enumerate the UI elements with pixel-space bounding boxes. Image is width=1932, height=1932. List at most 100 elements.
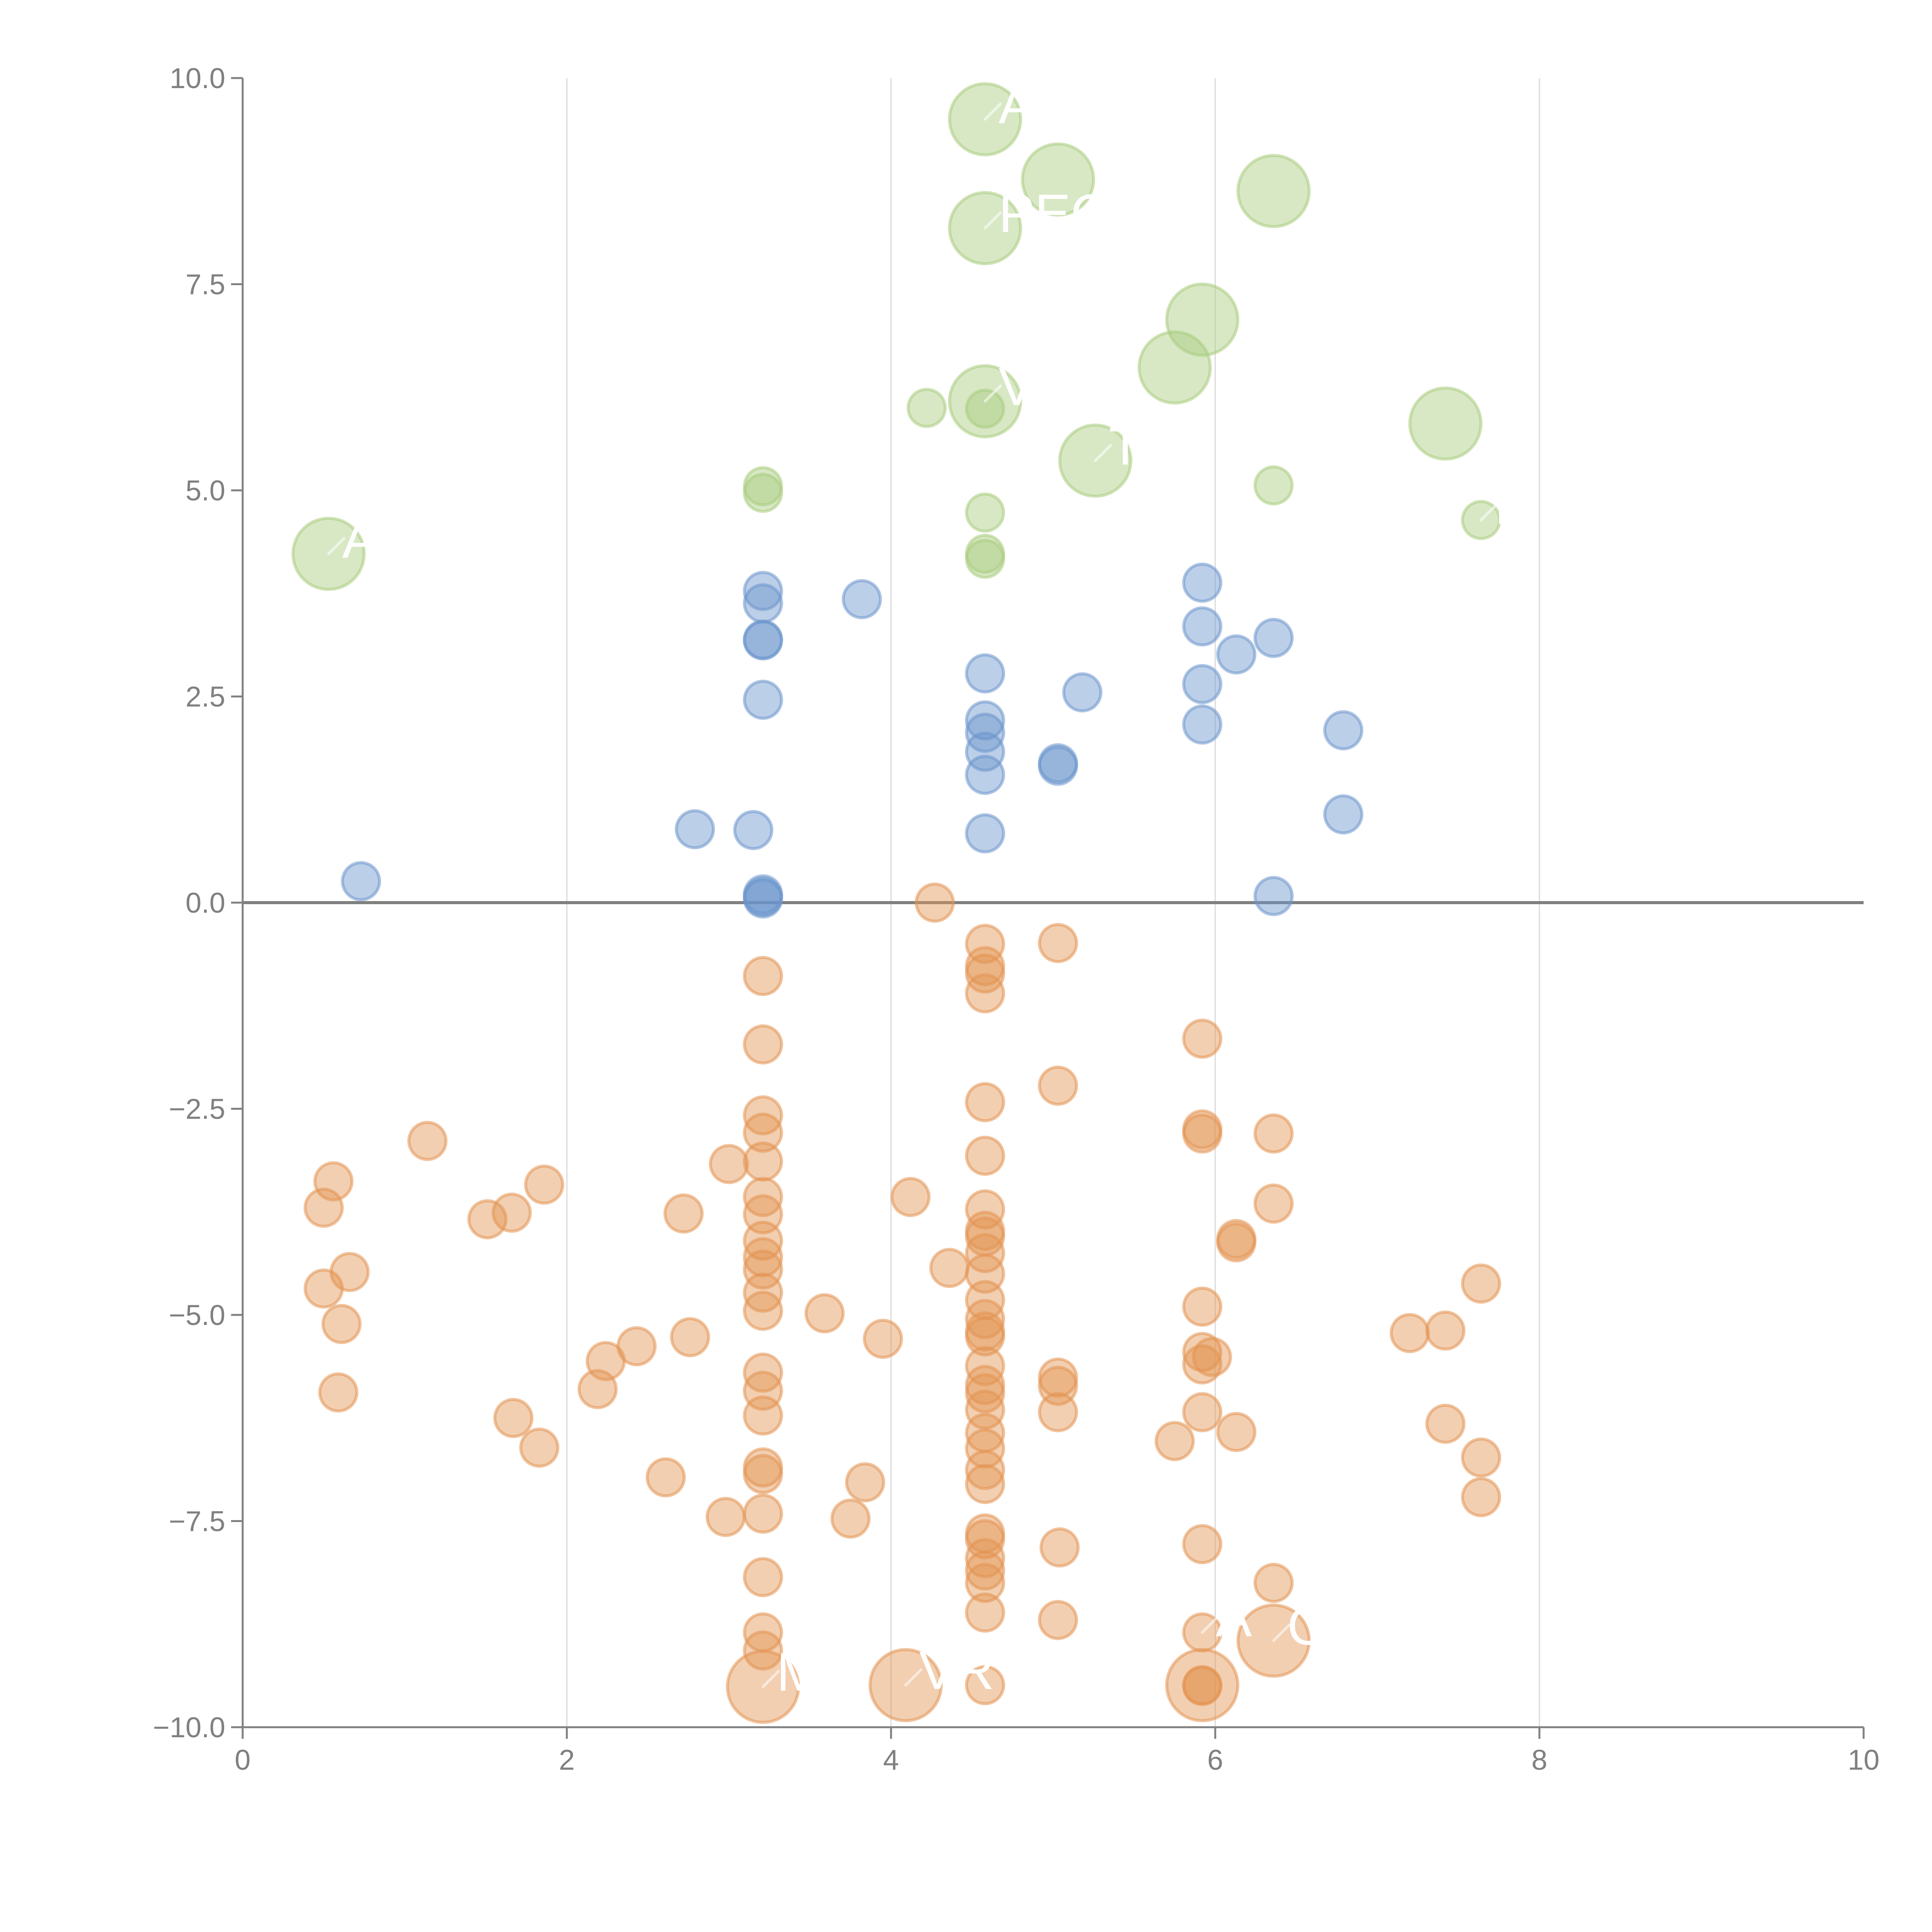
data-point-orange[interactable] [1192,1337,1232,1377]
data-point-blue[interactable] [1182,606,1223,647]
data-point-blue[interactable] [1323,710,1364,750]
data-point-orange[interactable] [743,1454,783,1494]
data-point-orange[interactable] [1182,1113,1223,1154]
data-point-orange[interactable] [519,1427,560,1468]
data-point-orange[interactable] [743,1024,783,1065]
data-point-orange[interactable] [965,1082,1005,1122]
data-point-orange[interactable] [743,1220,783,1261]
data-point-orange[interactable] [965,1665,1005,1706]
data-point-orange[interactable] [863,1318,903,1359]
data-point-orange[interactable] [965,1592,1005,1633]
data-point-blue[interactable] [743,571,783,611]
data-point-orange[interactable] [329,1252,370,1293]
data-point-orange[interactable] [1425,1310,1466,1351]
data-point-green[interactable] [906,388,947,428]
data-point-blue[interactable] [1253,876,1294,916]
data-point-orange[interactable] [845,1462,885,1503]
data-point-orange[interactable] [743,1112,783,1153]
data-point-blue[interactable] [341,861,381,901]
data-point-blue[interactable] [965,813,1005,854]
data-point-orange[interactable] [321,1304,362,1344]
data-point-orange[interactable] [1038,1600,1078,1640]
data-point-green[interactable] [1408,386,1483,461]
data-point-orange[interactable] [965,1373,1005,1413]
data-point-green[interactable] [1236,154,1311,228]
data-point-orange[interactable] [890,1177,931,1217]
data-point-orange[interactable] [929,1248,970,1288]
data-point-green[interactable] [1138,330,1212,405]
data-point-orange[interactable] [1038,1392,1078,1432]
data-point-orange[interactable] [1182,1524,1223,1565]
data-point-orange[interactable] [965,1428,1005,1469]
data-point-orange[interactable] [743,1237,783,1277]
data-point-blue[interactable] [965,700,1005,741]
data-point-orange[interactable] [965,1550,1005,1591]
data-point-orange[interactable] [965,1136,1005,1176]
data-point-orange[interactable] [1182,1392,1223,1432]
data-point-orange[interactable] [407,1121,448,1161]
data-point-green[interactable] [965,388,1005,429]
data-point-blue[interactable] [743,680,783,720]
data-point-blue[interactable] [733,810,774,850]
data-point-orange[interactable] [1155,1421,1195,1461]
data-point-orange[interactable] [743,1141,783,1182]
data-point-blue[interactable] [965,653,1005,694]
data-point-orange[interactable] [1165,1648,1240,1723]
data-point-orange[interactable] [965,1450,1005,1490]
data-point-orange[interactable] [804,1293,845,1333]
data-point-orange[interactable] [965,973,1005,1014]
data-point-orange[interactable] [1425,1403,1466,1444]
data-point-blue[interactable] [1182,563,1223,603]
data-point-blue[interactable] [1253,617,1294,658]
data-point-orange[interactable] [965,1189,1005,1230]
data-point-blue[interactable] [743,878,783,919]
data-point-orange[interactable] [663,1193,704,1234]
data-point-orange[interactable] [830,1498,871,1539]
data-point-orange[interactable] [1389,1313,1430,1353]
data-point-orange[interactable] [1216,1412,1257,1452]
data-point-blue[interactable] [1038,745,1078,786]
data-point-green[interactable] [965,492,1005,533]
data-point-orange[interactable] [965,1389,1005,1430]
data-point-orange[interactable] [1038,923,1078,963]
data-point-blue[interactable] [675,809,715,850]
data-point-orange[interactable] [313,1161,354,1202]
data-point-orange[interactable] [467,1199,508,1240]
data-point-orange[interactable] [706,1497,746,1537]
data-point-blue[interactable] [1182,664,1223,704]
data-point-orange[interactable] [524,1164,565,1205]
data-point-orange[interactable] [743,1557,783,1597]
data-point-blue[interactable] [1182,704,1223,745]
data-point-orange[interactable] [1216,1222,1257,1263]
data-point-orange[interactable] [318,1372,359,1413]
data-point-green[interactable] [965,539,1005,579]
data-point-orange[interactable] [709,1144,749,1184]
data-point-blue[interactable] [965,731,1005,772]
data-point-orange[interactable] [1253,1183,1294,1224]
data-point-orange[interactable] [1253,1113,1294,1154]
data-point-green[interactable] [1253,465,1294,506]
data-point-orange[interactable] [965,1233,1005,1273]
data-point-green[interactable] [1165,282,1240,357]
data-point-orange[interactable] [1461,1263,1501,1304]
data-point-orange[interactable] [616,1326,657,1367]
data-point-orange[interactable] [492,1192,532,1233]
data-point-blue[interactable] [743,583,783,624]
data-point-orange[interactable] [743,1249,783,1290]
data-point-orange[interactable] [1182,1019,1223,1059]
data-point-orange[interactable] [1253,1563,1294,1603]
data-point-orange[interactable] [743,1291,783,1331]
data-point-orange[interactable] [1182,1286,1223,1327]
data-point-orange[interactable] [743,1395,783,1436]
data-point-blue[interactable] [743,620,783,661]
data-point-blue[interactable] [1062,672,1103,713]
data-point-orange[interactable] [965,1316,1005,1357]
data-point-blue[interactable] [965,755,1005,795]
data-point-green[interactable] [743,473,783,513]
data-point-blue[interactable] [1323,794,1364,835]
data-point-orange[interactable] [915,883,955,923]
data-point-orange[interactable] [965,1464,1005,1504]
data-point-green[interactable] [1021,142,1095,217]
data-point-orange[interactable] [1461,1437,1501,1478]
data-point-orange[interactable] [1461,1477,1501,1517]
